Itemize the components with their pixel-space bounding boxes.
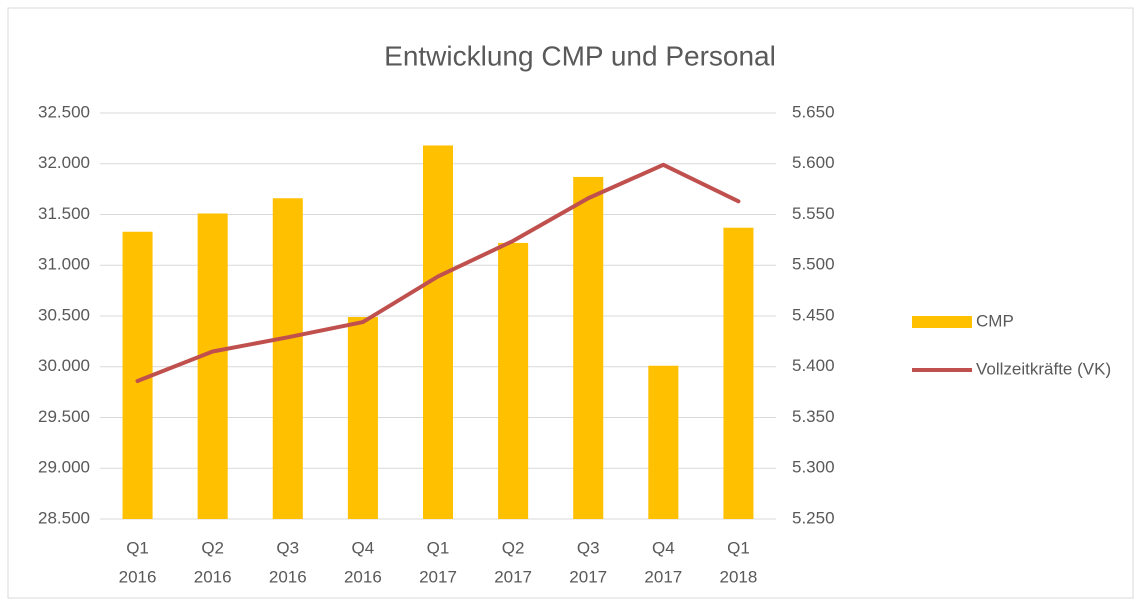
x-tick-label: 2016 [119,567,157,586]
x-tick-label: Q4 [652,538,675,557]
bar [347,317,378,519]
y-tick-label: 28.500 [38,508,90,527]
x-tick-label: Q4 [352,538,375,557]
x-tick-label: Q1 [427,538,450,557]
y-tick-label: 30.000 [38,356,90,375]
bar [197,213,228,520]
x-tick-label: Q2 [502,538,525,557]
y2-tick-label: 5.400 [792,356,835,375]
y2-tick-label: 5.600 [792,153,835,172]
bar [498,242,529,520]
x-tick-label: Q3 [276,538,299,557]
x-tick-label: Q1 [126,538,149,557]
bar [422,145,454,520]
y2-tick-label: 5.350 [792,407,835,426]
x-tick-label: 2017 [419,567,457,586]
y-tick-label: 29.000 [38,458,90,477]
x-tick-label: Q2 [201,538,224,557]
x-tick-label: 2017 [494,567,532,586]
legend-label: CMP [976,311,1014,330]
x-tick-label: 2016 [344,567,382,586]
bar [573,176,604,519]
legend-label: Vollzeitkräfte (VK) [976,359,1111,378]
x-tick-label: 2017 [569,567,607,586]
x-tick-label: 2017 [644,567,682,586]
chart-title: Entwicklung CMP und Personal [384,40,776,71]
y-tick-label: 32.000 [38,153,90,172]
x-tick-label: Q1 [727,538,750,557]
x-tick-label: Q3 [577,538,600,557]
y2-tick-label: 5.500 [792,255,835,274]
bar [723,227,754,519]
y2-tick-label: 5.550 [792,204,835,223]
bar [648,365,679,519]
y2-tick-label: 5.650 [792,102,835,121]
y-tick-label: 29.500 [38,407,90,426]
line [135,162,741,383]
y2-tick-label: 5.250 [792,508,835,527]
x-tick-label: 2016 [194,567,232,586]
y-tick-label: 32.500 [38,102,90,121]
legend-swatch [912,316,972,328]
y-tick-label: 31.500 [38,204,90,223]
chart-border [7,7,1134,599]
y-tick-label: 31.000 [38,255,90,274]
y2-tick-label: 5.450 [792,305,835,324]
y-tick-label: 30.500 [38,305,90,324]
x-tick-label: 2018 [720,567,758,586]
x-tick-label: 2016 [269,567,307,586]
bar [272,198,303,519]
y2-tick-label: 5.300 [792,458,835,477]
